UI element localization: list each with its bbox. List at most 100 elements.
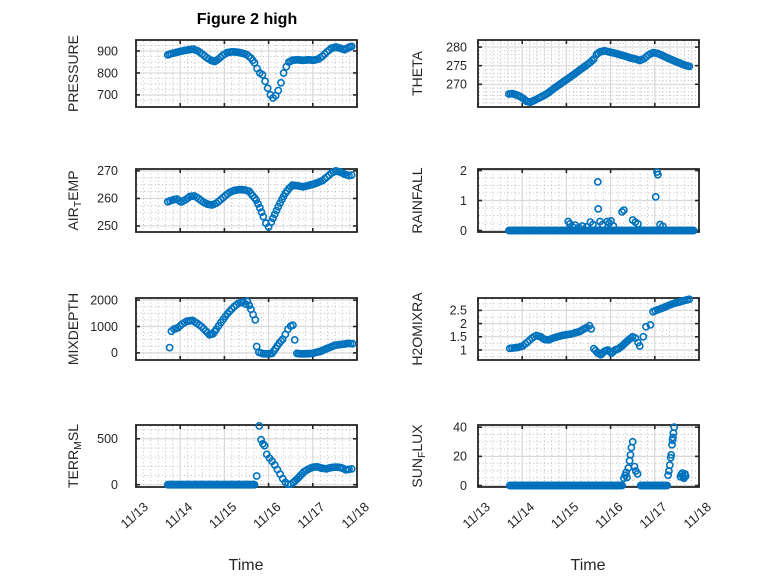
y-tick-label: 0 bbox=[111, 346, 118, 360]
data-marker bbox=[670, 423, 679, 432]
data-marker bbox=[620, 206, 628, 214]
data-marker bbox=[668, 440, 676, 449]
y-tick-label: 1 bbox=[460, 194, 467, 208]
y-axis-label-rainfall: RAINFALL bbox=[409, 167, 425, 233]
data-marker bbox=[618, 207, 626, 216]
data-marker bbox=[594, 204, 603, 213]
data-marker bbox=[255, 203, 264, 212]
data-marker bbox=[267, 218, 276, 226]
y-tick-label: 2 bbox=[460, 164, 467, 178]
axes-box bbox=[477, 39, 700, 108]
y-axis-label-sun_flux: SUNFLUX bbox=[409, 424, 428, 488]
y-axis-label-mixdepth: MIXDEPTH bbox=[65, 293, 81, 365]
data-marker bbox=[272, 206, 281, 215]
data-marker bbox=[269, 214, 277, 223]
data-marker bbox=[243, 297, 252, 306]
data-marker bbox=[593, 177, 602, 186]
data-marker bbox=[668, 436, 677, 445]
y-axis-label-h2omixra: H2OMIXRA bbox=[409, 292, 425, 366]
y-tick-label: 0 bbox=[111, 478, 118, 492]
panel-terr_msl: 0 500 11/13 11/14 11/15 11/16 11/17 11/18 TERRMS… bbox=[65, 421, 373, 531]
y-tick-label: 260 bbox=[97, 192, 118, 206]
axes-outline bbox=[135, 168, 358, 233]
minor-grid bbox=[479, 170, 698, 231]
panel-theta: 270 275 280 THETA bbox=[409, 39, 700, 108]
data-marker bbox=[609, 222, 618, 230]
data-marker bbox=[348, 339, 357, 348]
data-marker bbox=[347, 42, 356, 51]
data-marker bbox=[277, 337, 285, 345]
axes-box bbox=[135, 424, 358, 488]
minor-grid bbox=[479, 426, 698, 486]
data-marker bbox=[658, 222, 667, 231]
data-marker bbox=[646, 320, 655, 329]
data-marker bbox=[589, 220, 597, 229]
y-axis-label-pressure: PRESSURE bbox=[65, 35, 81, 112]
x-axis-label-right: Time bbox=[570, 557, 606, 574]
panel-sun_flux: 0 20 40 11/13 11/14 11/15 11/16 11/17 11/18 SUNFL… bbox=[409, 420, 714, 531]
series-markers bbox=[163, 42, 356, 102]
x-tick-label: 11/15 bbox=[206, 499, 240, 531]
y-tick-label: 280 bbox=[446, 40, 467, 54]
data-marker bbox=[626, 450, 635, 459]
data-marker bbox=[685, 62, 694, 71]
x-axis-label-left: Time bbox=[228, 557, 264, 574]
y-tick-label: 1.5 bbox=[450, 330, 467, 344]
data-marker bbox=[260, 441, 269, 450]
y-tick-label: 2000 bbox=[90, 293, 118, 307]
data-marker bbox=[347, 171, 356, 179]
y-axis-label-terr_msl: TERRMSL bbox=[65, 424, 84, 488]
x-tick-label: 11/15 bbox=[548, 499, 582, 531]
y-tick-label: 1 bbox=[460, 343, 467, 357]
data-marker bbox=[252, 342, 261, 351]
y-tick-label: 250 bbox=[97, 219, 118, 233]
x-tick-label: 11/16 bbox=[592, 499, 626, 531]
figure-title: Figure 2 high bbox=[196, 11, 298, 28]
data-marker bbox=[588, 56, 596, 65]
series-markers bbox=[505, 423, 690, 490]
data-marker bbox=[257, 435, 265, 444]
axes-outline bbox=[135, 424, 358, 488]
y-tick-label: 2 bbox=[460, 317, 467, 331]
data-marker bbox=[288, 321, 297, 330]
data-marker bbox=[263, 84, 272, 93]
data-marker bbox=[251, 315, 260, 324]
axes-box bbox=[135, 168, 358, 233]
y-tick-label: 275 bbox=[446, 59, 467, 73]
data-marker bbox=[279, 69, 288, 77]
data-marker bbox=[261, 77, 269, 86]
x-tick-label: 11/13 bbox=[118, 499, 152, 531]
y-tick-label: 1000 bbox=[90, 320, 118, 334]
data-marker bbox=[257, 208, 266, 217]
data-marker bbox=[255, 421, 264, 430]
x-tick-label: 11/18 bbox=[339, 499, 373, 531]
x-tick-label: 11/16 bbox=[250, 499, 284, 531]
data-marker bbox=[254, 199, 262, 208]
series-markers bbox=[163, 421, 356, 489]
panel-pressure: 700 800 900 PRESSURE bbox=[65, 35, 358, 112]
data-marker bbox=[685, 295, 694, 304]
y-tick-label: 500 bbox=[97, 432, 118, 446]
data-marker bbox=[259, 212, 268, 221]
data-marker bbox=[664, 471, 672, 480]
data-marker bbox=[277, 78, 285, 87]
y-tick-label: 2.5 bbox=[450, 304, 467, 318]
minor-grid bbox=[479, 299, 698, 359]
data-marker bbox=[689, 226, 698, 235]
data-marker bbox=[347, 464, 356, 473]
y-axis-label-air_temp: AIRTEMP bbox=[65, 170, 84, 230]
y-tick-label: 40 bbox=[453, 420, 467, 434]
y-tick-label: 270 bbox=[446, 78, 467, 92]
data-marker bbox=[258, 70, 267, 79]
data-marker bbox=[274, 86, 283, 95]
y-tick-label: 0 bbox=[460, 479, 467, 493]
y-axis-label-theta: THETA bbox=[409, 50, 425, 96]
x-tick-label: 11/13 bbox=[460, 499, 494, 531]
x-tick-label: 11/17 bbox=[294, 499, 328, 531]
panel-rainfall: 0 1 2 RAINFALL bbox=[409, 164, 700, 238]
x-tick-label: 11/14 bbox=[504, 499, 538, 531]
data-marker bbox=[669, 433, 677, 442]
minor-grid bbox=[137, 426, 356, 486]
